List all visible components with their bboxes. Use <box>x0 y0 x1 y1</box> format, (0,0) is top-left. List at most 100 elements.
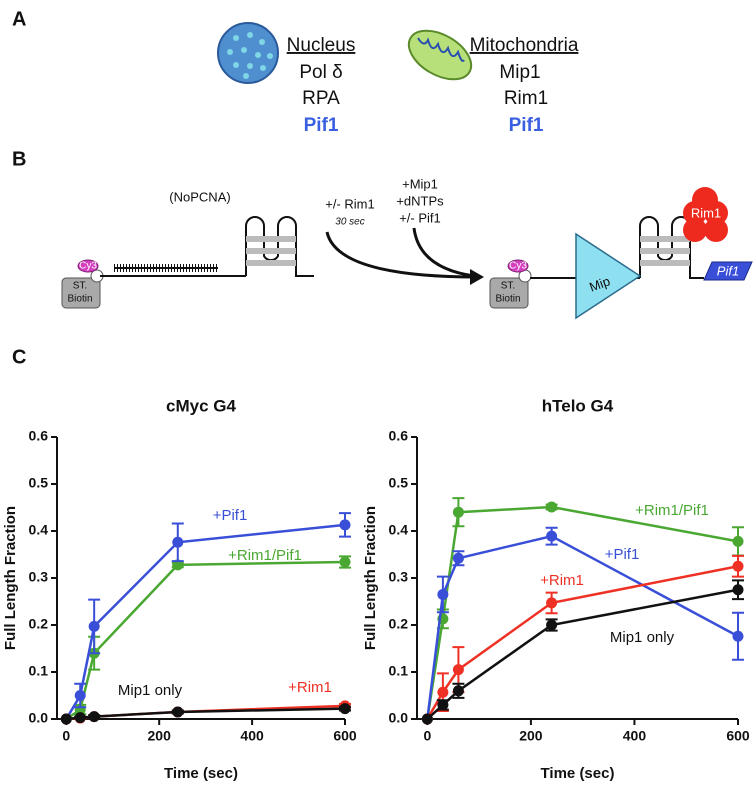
mitochondria-item: Pif1 <box>509 115 544 136</box>
x-tick-label: 200 <box>519 728 543 744</box>
ssb-label: Rim1 <box>691 205 721 220</box>
data-point <box>452 506 464 518</box>
data-point <box>452 552 464 564</box>
nucleus-title: Nucleus <box>287 35 356 56</box>
y-axis-label: Full Length Fraction <box>362 506 379 650</box>
mitochondria-item: Mip1 <box>499 62 540 83</box>
series-line <box>66 707 346 721</box>
y-tick-label: 0.4 <box>389 522 409 538</box>
series-label: +Rim1/Pif1 <box>635 502 709 519</box>
x-tick-label: 600 <box>726 728 750 744</box>
data-point <box>546 530 558 542</box>
y-tick-label: 0.3 <box>29 569 49 585</box>
bead-label: Biotin <box>67 294 92 305</box>
series-label: +Rim1 <box>540 572 584 589</box>
bead-label: ST. <box>501 281 515 292</box>
chart-title: hTelo G4 <box>542 396 614 415</box>
chart-title: cMyc G4 <box>166 396 236 415</box>
dye: Cy3 <box>509 261 527 272</box>
x-tick-label: 600 <box>333 728 357 744</box>
data-point <box>172 559 184 571</box>
x-tick-label: 0 <box>423 728 431 744</box>
mitochondria-title: Mitochondria <box>470 35 579 56</box>
nucleus-item: RPA <box>302 88 340 109</box>
data-point <box>437 699 449 711</box>
substrate-right <box>489 187 753 320</box>
series-label: +Pif1 <box>605 546 640 563</box>
series-line <box>426 534 739 720</box>
helicase-label: Pif1 <box>717 263 739 278</box>
y-tick-label: 0.0 <box>389 710 409 726</box>
data-point <box>339 703 351 715</box>
nucleus-icon <box>217 22 279 84</box>
mitochondria-item: Rim1 <box>504 88 548 109</box>
data-point <box>437 686 449 698</box>
series-label: Mip1 only <box>118 682 183 699</box>
series-label: +Rim1/Pif1 <box>228 547 302 564</box>
data-point <box>88 620 100 632</box>
mitochondria-icon <box>407 29 473 81</box>
data-point <box>732 535 744 547</box>
panel-label: C <box>12 346 26 368</box>
data-point <box>74 712 86 724</box>
step-label: +/- Rim1 <box>325 196 374 211</box>
nucleus-item: Pol δ <box>299 62 342 83</box>
step-label: +Mip1 <box>402 176 438 191</box>
series-line <box>426 588 739 720</box>
y-axis-label: Full Length Fraction <box>2 506 19 650</box>
nucleus-item: Pif1 <box>304 115 339 136</box>
y-tick-label: 0.1 <box>29 663 49 679</box>
panel-label: A <box>12 8 26 30</box>
data-point <box>437 588 449 600</box>
y-tick-label: 0.5 <box>389 475 409 491</box>
series-label: +Rim1 <box>288 679 332 696</box>
step-label: 30 sec <box>335 217 364 228</box>
y-tick-label: 0.2 <box>389 616 409 632</box>
data-point <box>546 597 558 609</box>
data-point <box>452 664 464 676</box>
series-label: Mip1 only <box>610 629 675 646</box>
series-line <box>426 505 739 720</box>
y-tick-label: 0.6 <box>29 428 49 444</box>
x-tick-label: 0 <box>62 728 70 744</box>
step-label: +/- Pif1 <box>399 210 441 225</box>
y-tick-label: 0.0 <box>29 710 49 726</box>
data-point <box>74 690 86 701</box>
series-label: +Pif1 <box>213 507 248 524</box>
condition: (NoPCNA) <box>169 189 230 204</box>
substrate-left <box>61 216 314 309</box>
x-tick-label: 200 <box>148 728 172 744</box>
step-label: +dNTPs <box>396 193 444 208</box>
x-tick-label: 400 <box>240 728 264 744</box>
data-point <box>60 713 72 725</box>
polymerase-label: Mip <box>587 273 612 294</box>
data-point <box>339 556 351 568</box>
data-point <box>172 706 184 718</box>
data-point <box>452 685 464 697</box>
series-line <box>426 565 739 720</box>
y-tick-label: 0.3 <box>389 569 409 585</box>
data-point <box>546 501 558 513</box>
y-tick-label: 0.1 <box>389 663 409 679</box>
y-tick-label: 0.5 <box>29 475 49 491</box>
data-point <box>732 584 744 596</box>
x-tick-label: 400 <box>623 728 647 744</box>
y-tick-label: 0.2 <box>29 616 49 632</box>
data-point <box>546 619 558 631</box>
bead-label: ST. <box>73 281 87 292</box>
data-point <box>88 711 100 723</box>
data-point <box>339 519 351 531</box>
data-point <box>172 536 184 548</box>
data-point <box>421 713 433 725</box>
x-axis-label: Time (sec) <box>541 765 615 782</box>
x-axis-label: Time (sec) <box>164 765 238 782</box>
data-point <box>732 560 744 572</box>
bead-label: Biotin <box>495 294 520 305</box>
data-point <box>732 630 744 642</box>
panel-label: B <box>12 148 26 170</box>
dye: Cy3 <box>79 261 97 272</box>
y-tick-label: 0.6 <box>389 428 409 444</box>
reaction-arrow <box>325 227 484 285</box>
y-tick-label: 0.4 <box>29 522 49 538</box>
